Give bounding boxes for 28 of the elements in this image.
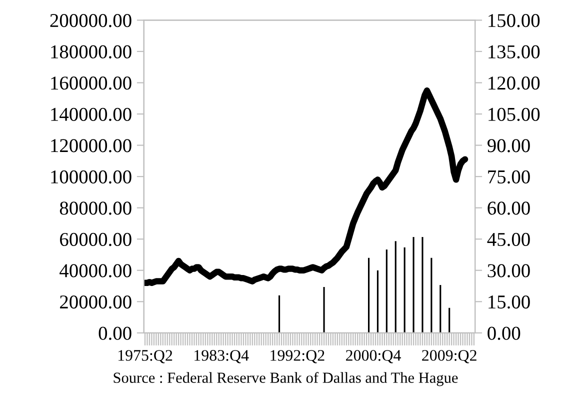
- y-tick-label: 40000.00: [60, 264, 132, 278]
- y-tick-label: 180000.00: [51, 45, 132, 58]
- y-tick-label: 20000.00: [60, 295, 132, 309]
- y2-tick-label: 150.00: [488, 14, 540, 28]
- y2-tick-label: 105.00: [488, 108, 540, 122]
- y-tick-label: 200000.00: [50, 14, 132, 28]
- y-tick-label: 140000.00: [51, 108, 132, 122]
- y2-tick-label: 120.00: [488, 76, 540, 90]
- y2-tick-label: 15.00: [488, 295, 530, 309]
- source-note: Source : Federal Reserve Bank of Dallas and The Hague: [114, 372, 458, 386]
- y2-tick-label: 75.00: [488, 170, 530, 184]
- y-tick-label: 0.00: [98, 326, 132, 340]
- y-tick-label: 80000.00: [60, 202, 132, 215]
- y-tick-label: 120000.00: [51, 139, 132, 152]
- y2-tick-label: 90.00: [488, 139, 530, 152]
- y-tick-label: 60000.00: [60, 232, 132, 246]
- y2-tick-label: 45.00: [487, 232, 530, 246]
- x-tick-label: 1983:Q4: [194, 350, 249, 364]
- x-tick-label: 2000:Q4: [346, 350, 401, 364]
- x-tick-label: 1992:Q2: [270, 350, 324, 364]
- y-tick-label: 100000.00: [51, 170, 132, 184]
- y2-tick-label: 30.00: [488, 264, 530, 278]
- x-tick-label: 1975:Q2: [118, 350, 172, 364]
- y-tick-label: 160000.00: [51, 76, 132, 90]
- y2-tick-label: 135.00: [488, 45, 540, 58]
- x-tick-label: 2009:Q2: [422, 350, 476, 364]
- y2-tick-label: 60.00: [488, 202, 530, 215]
- y2-tick-label: 0.00: [488, 326, 520, 340]
